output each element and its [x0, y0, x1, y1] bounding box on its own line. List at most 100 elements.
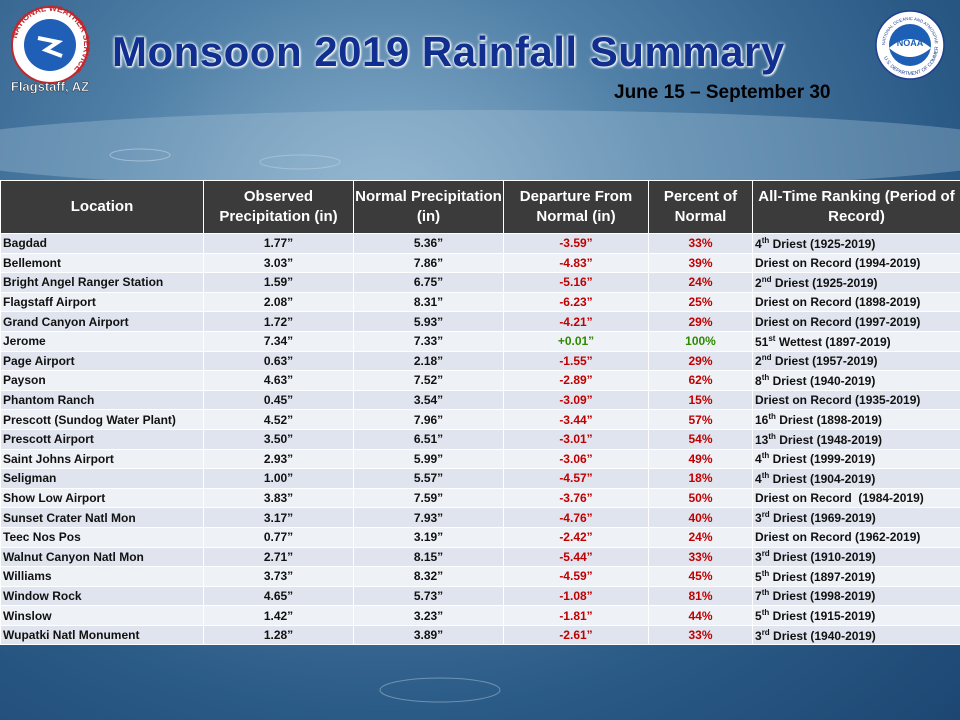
ranking-label: Driest (1925-2019) — [772, 236, 876, 251]
departure: -5.44” — [503, 546, 649, 568]
ranking: 3rd Driest (1940-2019) — [752, 624, 960, 646]
ranking-label: Driest (1898-2019) — [779, 413, 882, 428]
percent: 25% — [648, 291, 753, 313]
rainfall-table: Location Observed Precipitation (in) Norma… — [0, 180, 960, 646]
normal: 5.73” — [353, 585, 504, 607]
observed: 3.03” — [203, 252, 354, 274]
location: Grand Canyon Airport — [0, 311, 204, 332]
location: Winslow — [0, 605, 204, 626]
departure: -4.59” — [503, 566, 649, 587]
ranking: Driest on Record (1962-2019) — [752, 526, 960, 548]
table-row: Bagdad 1.77” 5.36” -3.59” 33% 4th Driest (192… — [0, 233, 960, 254]
percent: 15% — [648, 389, 753, 411]
ranking: 4th Driest (1904-2019) — [752, 468, 960, 489]
ranking-label: Driest (1948-2019) — [779, 432, 882, 447]
header-row: Location Observed Precipitation (in) Norma… — [0, 180, 960, 234]
observed: 4.63” — [203, 370, 354, 391]
normal: 8.32” — [353, 566, 504, 587]
table-row: Teec Nos Pos 0.77” 3.19” -2.42” 24% Driest on… — [0, 526, 960, 548]
nws-office: Flagstaff, AZ — [11, 79, 89, 94]
rank-suffix: rd — [761, 549, 770, 559]
departure: +0.01” — [503, 330, 649, 352]
column-header: Normal Precipitation (in) — [353, 180, 504, 234]
location: Williams — [0, 566, 204, 587]
table-row: Prescott Airport 3.50” 6.51” -3.01” 54% 13th … — [0, 428, 960, 450]
ranking-label: Driest (1915-2019) — [772, 609, 876, 624]
percent: 24% — [648, 526, 753, 548]
observed: 1.59” — [203, 272, 354, 293]
rank: 7 — [755, 589, 762, 604]
nws-logo: NATIONAL WEATHER SERVICE Flagstaff, AZ — [9, 3, 92, 94]
normal: 7.86” — [353, 252, 504, 274]
percent: 33% — [648, 546, 753, 568]
subtitle: June 15 – September 30 — [614, 82, 831, 103]
noaa-bird — [889, 39, 931, 57]
departure: -2.42” — [503, 526, 649, 548]
table-row: Grand Canyon Airport 1.72” 5.93” -4.21” 29% D… — [0, 311, 960, 332]
departure: -1.55” — [503, 350, 649, 372]
departure: -3.06” — [503, 448, 649, 470]
ranking: 3rd Driest (1969-2019) — [752, 507, 960, 528]
percent: 81% — [648, 585, 753, 607]
column-header: All-Time Ranking (Period of Record) — [752, 180, 960, 234]
rank: 51 — [755, 334, 769, 349]
ranking: Driest on Record (1984-2019) — [752, 487, 960, 509]
ranking-label: Driest (1940-2019) — [772, 373, 876, 388]
observed: 3.73” — [203, 566, 354, 587]
location: Wupatki Natl Monument — [0, 624, 204, 646]
ranking-label: Driest on Record (1994-2019) — [755, 255, 921, 270]
column-header: Departure From Normal (in) — [503, 180, 649, 234]
departure: -4.21” — [503, 311, 649, 332]
ranking-label: Driest (1940-2019) — [773, 628, 876, 643]
location: Teec Nos Pos — [0, 526, 204, 548]
percent: 33% — [648, 624, 753, 646]
rank: 5 — [755, 609, 762, 624]
location: Payson — [0, 370, 204, 391]
table-row: Walnut Canyon Natl Mon 2.71” 8.15” -5.44” 33… — [0, 546, 960, 568]
ranking-label: Driest (1925-2019) — [774, 275, 878, 290]
rank: 4 — [755, 236, 762, 251]
location: Page Airport — [0, 350, 204, 372]
table-row: Jerome 7.34” 7.33” +0.01” 100% 51st Wettest (… — [0, 330, 960, 352]
table-row: Prescott (Sundog Water Plant) 4.52” 7.96” -… — [0, 409, 960, 430]
percent: 57% — [648, 409, 753, 430]
table-row: Window Rock 4.65” 5.73” -1.08” 81% 7th Driest… — [0, 585, 960, 607]
rank: 2 — [755, 275, 762, 290]
table-row: Page Airport 0.63” 2.18” -1.55” 29% 2nd Dries… — [0, 350, 960, 372]
rank: 3 — [755, 628, 762, 643]
normal: 7.96” — [353, 409, 504, 430]
observed: 1.28” — [203, 624, 354, 646]
rank-suffix: nd — [761, 274, 772, 284]
column-header: Observed Precipitation (in) — [203, 180, 354, 234]
percent: 62% — [648, 370, 753, 391]
percent: 40% — [648, 507, 753, 528]
normal: 8.31” — [353, 291, 504, 313]
title: Monsoon 2019 Rainfall Summary — [112, 28, 785, 75]
nws-bolt — [37, 36, 64, 58]
rank: 4 — [755, 471, 762, 486]
location: Prescott (Sundog Water Plant) — [0, 409, 204, 430]
normal: 3.19” — [353, 526, 504, 548]
observed: 2.93” — [203, 448, 354, 470]
rank-suffix: th — [761, 568, 770, 578]
table-row: Williams 3.73” 8.32” -4.59” 45% 5th Driest (1… — [0, 566, 960, 587]
rank: 8 — [755, 373, 762, 388]
ranking-label: Driest (1998-2019) — [772, 589, 876, 604]
percent: 50% — [648, 487, 753, 509]
observed: 1.77” — [203, 233, 354, 254]
observed: 0.77” — [203, 526, 354, 548]
normal: 6.75” — [353, 272, 504, 293]
departure: -1.81” — [503, 605, 649, 626]
ripple — [259, 154, 341, 170]
departure: -6.23” — [503, 291, 649, 313]
departure: -3.09” — [503, 389, 649, 411]
ranking: Driest on Record (1898-2019) — [752, 291, 960, 313]
normal: 7.52” — [353, 370, 504, 391]
observed: 2.08” — [203, 291, 354, 313]
location: Sunset Crater Natl Mon — [0, 507, 204, 528]
rank-suffix: th — [761, 588, 770, 598]
departure: -3.44” — [503, 409, 649, 430]
rank-suffix: th — [761, 235, 770, 245]
ranking: Driest on Record (1994-2019) — [752, 252, 960, 274]
